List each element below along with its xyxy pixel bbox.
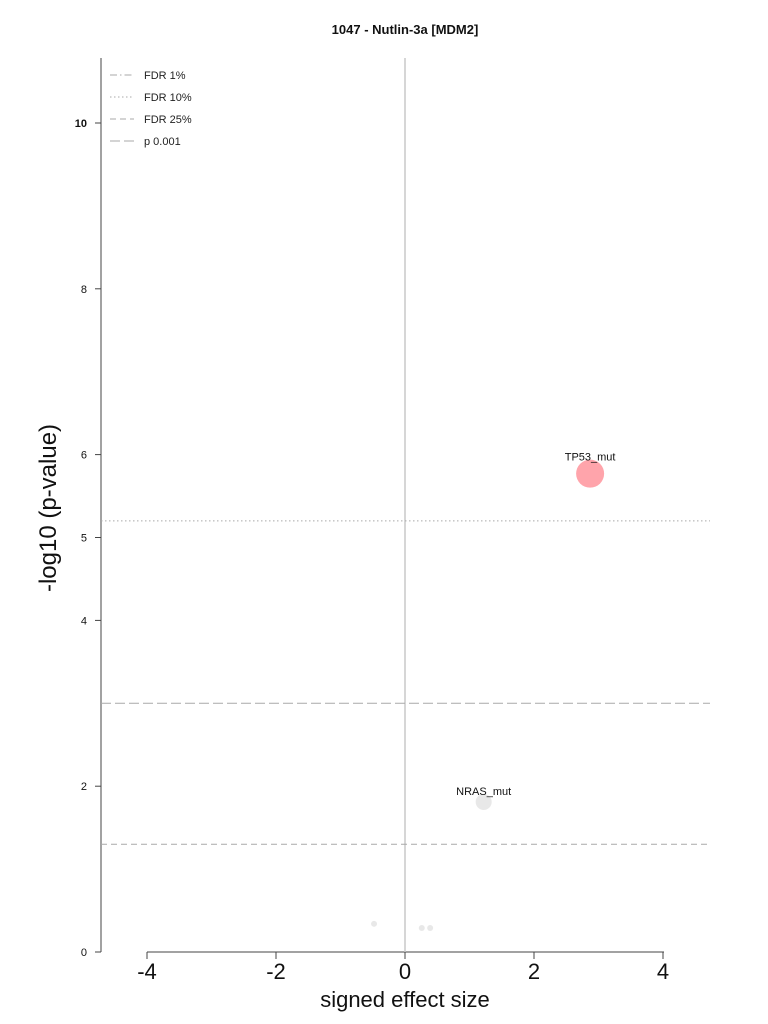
x-tick-label: -2 xyxy=(266,959,286,984)
y-tick-label: 6 xyxy=(81,450,87,462)
y-tick-label: 0 xyxy=(81,947,87,959)
data-point xyxy=(371,920,378,927)
x-tick-label: 0 xyxy=(399,959,411,984)
data-point xyxy=(418,924,425,931)
legend-label: FDR 10% xyxy=(144,92,192,104)
point-label: NRAS_mut xyxy=(456,786,511,798)
legend-label: FDR 1% xyxy=(144,70,186,82)
data-point xyxy=(475,793,492,810)
chart-title: 1047 - Nutlin-3a [MDM2] xyxy=(332,22,479,37)
y-tick-label: 4 xyxy=(81,615,87,627)
point-label: TP53_mut xyxy=(565,452,616,464)
y-tick-label: 2 xyxy=(81,781,87,793)
x-axis-label: signed effect size xyxy=(320,987,490,1012)
y-tick-label: 5 xyxy=(81,533,87,545)
y-tick-label: 10 xyxy=(75,118,87,130)
x-tick-label: 2 xyxy=(528,959,540,984)
x-tick-label: 4 xyxy=(657,959,669,984)
legend-label: FDR 25% xyxy=(144,114,192,126)
y-tick-label: 8 xyxy=(81,284,87,296)
data-point xyxy=(576,459,605,488)
x-tick-label: -4 xyxy=(137,959,157,984)
data-point xyxy=(427,924,434,931)
legend-label: p 0.001 xyxy=(144,136,181,148)
y-axis-label: -log10 (p-value) xyxy=(35,424,62,592)
